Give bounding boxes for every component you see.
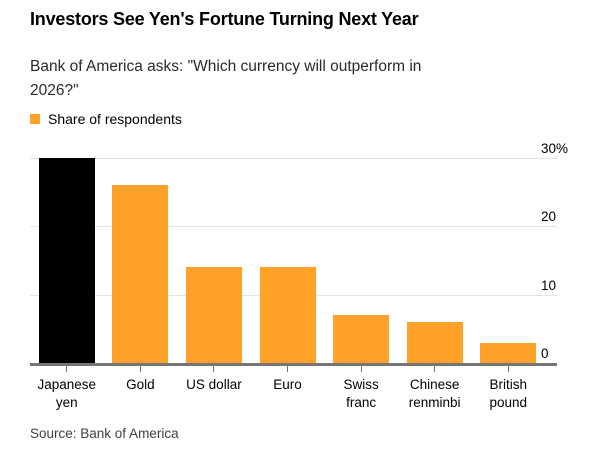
x-label-chinese-renminbi: Chinese renminbi [398,376,472,412]
tick-slot-euro [251,366,325,372]
x-axis-labels: Japanese yen Gold US dollar Euro Swiss franc Ch… [30,376,545,412]
x-tick-japanese-yen [66,366,68,372]
legend-label: Share of respondents [48,111,182,127]
x-label-line: Chinese [409,377,460,392]
gridline-30 [30,158,557,159]
y-axis-label-20: 20 [541,209,557,225]
bars-row [30,158,545,363]
tick-slot-swiss-franc [324,366,398,372]
x-label-british-pound: British pound [471,376,545,412]
legend: Share of respondents [30,111,182,127]
tick-slot-british-pound [471,366,545,372]
x-label-line: yen [55,395,78,410]
bar-british-pound [480,342,537,363]
chart-subtitle-line-1: Bank of America asks: "Which currency wi… [30,58,422,75]
y-axis-label-10: 10 [541,277,557,293]
bar-slot-swiss-franc [324,158,398,363]
bar-slot-euro [251,158,325,363]
x-label-line: Swiss [343,377,379,392]
tick-slot-us-dollar [177,366,251,372]
x-label-line: franc [346,395,377,410]
x-tick-chinese-renminbi [434,366,436,372]
chart-title: Investors See Yen's Fortune Turning Next… [30,9,419,29]
x-tick-us-dollar [213,366,215,372]
bar-us-dollar [185,267,242,363]
bar-chart: Japanese yen Gold US dollar Euro Swiss franc Ch… [30,140,590,420]
tick-slot-gold [104,366,178,372]
x-label-japanese-yen: Japanese yen [30,376,104,412]
x-label-swiss-franc: Swiss franc [324,376,398,412]
x-label-euro: Euro [251,376,325,412]
x-label-line: US dollar [186,377,242,392]
bar-euro [259,267,316,363]
bar-slot-chinese-renminbi [398,158,472,363]
chart-subtitle: Bank of America asks: "Which currency wi… [30,55,590,103]
source-line: Source: Bank of America [30,426,179,441]
x-tick-swiss-franc [360,366,362,372]
x-tick-british-pound [507,366,509,372]
bar-japanese-yen [38,158,95,363]
bar-slot-gold [104,158,178,363]
y-axis-label-30: 30% [541,141,569,156]
tick-slot-chinese-renminbi [398,366,472,372]
chart-subtitle-line-2: 2026?" [30,82,79,99]
gridline-20 [30,226,557,228]
x-tick-gold [139,366,141,372]
bar-chinese-renminbi [406,322,463,363]
bar-slot-us-dollar [177,158,251,363]
y-axis-label-0: 0 [541,346,549,361]
x-label-line: pound [489,395,528,410]
x-axis-ticks [30,366,545,372]
bar-slot-japanese-yen [30,158,104,363]
bar-swiss-franc [333,315,390,363]
bar-slot-british-pound [471,158,545,363]
bar-gold [112,185,169,363]
x-label-line: Gold [126,377,155,392]
legend-swatch-icon [30,114,40,124]
x-label-line: Japanese [37,377,97,392]
plot-area [30,158,557,366]
x-label-line: Euro [273,377,302,392]
x-label-line: British [489,377,528,392]
x-label-us-dollar: US dollar [177,376,251,412]
x-label-gold: Gold [104,376,178,412]
tick-slot-japanese-yen [30,366,104,372]
x-label-line: renminbi [408,395,461,410]
x-tick-euro [287,366,289,372]
